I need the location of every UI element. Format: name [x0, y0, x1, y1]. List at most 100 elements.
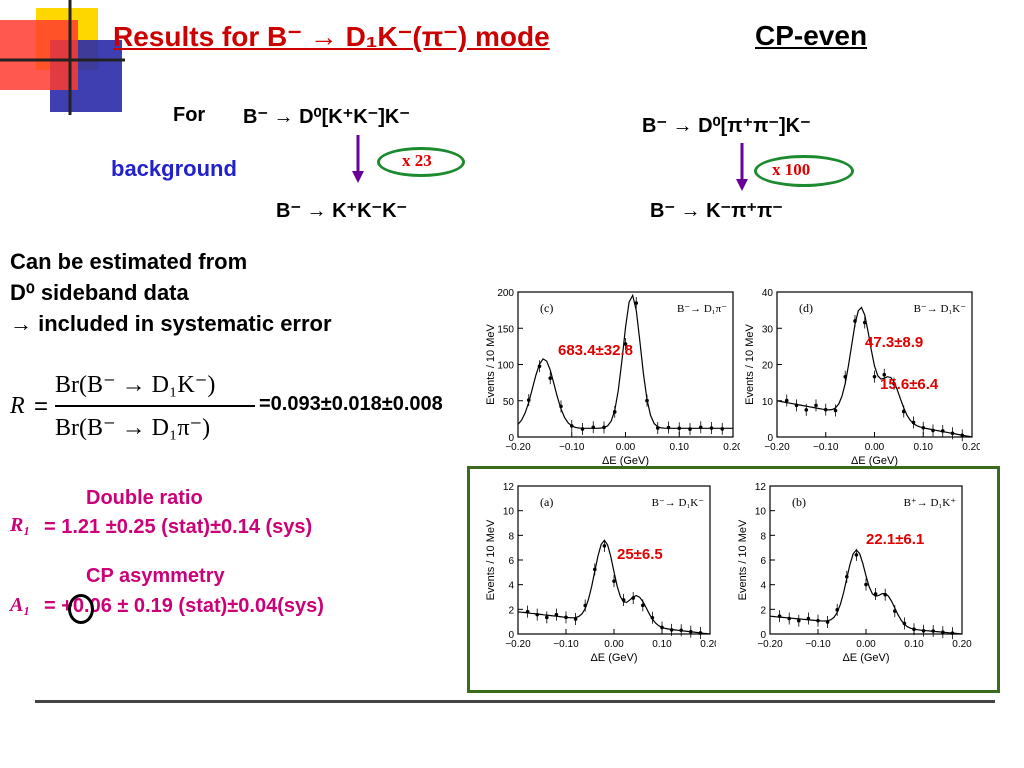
x-axis-label: ΔE (GeV): [602, 455, 649, 467]
y-tick-label: 100: [497, 361, 514, 372]
y-tick-label: 0: [508, 630, 514, 641]
slide-title: Results for B⁻ → D₁K⁻(π⁻) mode: [113, 21, 550, 52]
background-label: background: [111, 156, 237, 181]
y-tick-label: 10: [762, 397, 774, 408]
footer-rule: [35, 700, 995, 703]
x-tick-label: 0.10: [652, 639, 672, 650]
plot-a: 0 2 4 6 8 10 12 −0.20 −0.10 0.00 0.10 0.20 ΔE (GeV) E…: [478, 476, 720, 672]
y-tick-label: 8: [508, 531, 514, 542]
y-tick-label: 10: [755, 507, 767, 518]
plot-tag: (c): [540, 301, 553, 315]
y-tick-label: 40: [762, 288, 774, 299]
plot-d: 0 10 20 30 40 −0.20 −0.10 0.00 0.10 0.20 ΔE (GeV) E…: [742, 280, 982, 470]
cp-asym-value: = +0.06 ± 0.19 (stat)±0.04(sys): [44, 595, 324, 617]
y-tick-label: 0: [760, 630, 766, 641]
x-tick-label: 0.00: [604, 639, 624, 650]
x-tick-label: 0.20: [723, 442, 740, 453]
x-tick-label: 0.10: [914, 442, 934, 453]
cp-asym-heading: CP asymmetry: [86, 565, 225, 587]
fit-curve: [517, 293, 733, 429]
x-tick-label: 0.00: [856, 639, 876, 650]
plot-c: 0 50 100 150 200 −0.20 −0.10 0.00 0.10 0.20 ΔE (Ge…: [478, 280, 743, 470]
x-tick-label: −0.20: [764, 442, 790, 453]
double-ratio-symbol: R₁: [10, 514, 31, 536]
y-tick-label: 50: [503, 397, 515, 408]
yield-label-a: 25±6.5: [617, 546, 663, 563]
y-tick-label: 4: [760, 581, 766, 592]
fit-curve: [776, 306, 973, 438]
y-tick-label: 0: [508, 433, 514, 444]
decay-right-bottom: B⁻ → K⁻π⁺π⁻: [650, 200, 783, 222]
y-tick-label: 2: [760, 605, 766, 616]
y-tick-label: 4: [508, 581, 514, 592]
y-tick-label: 8: [760, 531, 766, 542]
x-tick-label: −0.10: [559, 442, 585, 453]
x-axis-label: ΔE (GeV): [851, 455, 898, 467]
plot-decay: B⁻→ D₁K⁻: [652, 497, 705, 509]
x-tick-label: 0.20: [962, 442, 980, 453]
x-tick-label: −0.10: [813, 442, 839, 453]
y-tick-label: 150: [497, 324, 514, 335]
for-label: For: [173, 104, 206, 126]
arrow-down-icon: [736, 143, 748, 191]
y-tick-label: 6: [760, 556, 766, 567]
fit-curve: [769, 548, 963, 635]
sign-circle: [68, 594, 94, 624]
decay-left-bottom: B⁻ → K⁺K⁻K⁻: [276, 200, 408, 222]
corner-decoration: [0, 0, 125, 115]
plot-tag: (d): [799, 301, 813, 315]
y-axis-label: Events / 10 MeV: [737, 519, 749, 600]
fraction-bar: [55, 405, 255, 407]
y-axis-label: Events / 10 MeV: [485, 519, 497, 600]
y-axis-label: Events / 10 MeV: [744, 323, 756, 404]
plot-decay: B⁻→ D₁π⁻: [677, 303, 727, 315]
ratio-value: =0.093±0.018±0.008: [259, 393, 443, 415]
factor-right: x 100: [772, 160, 811, 179]
estimate-line2: D⁰ sideband data: [10, 280, 189, 305]
double-ratio-value: = 1.21 ±0.25 (stat)±0.14 (sys): [44, 516, 313, 538]
y-tick-label: 10: [503, 507, 515, 518]
x-tick-label: −0.10: [805, 639, 831, 650]
x-axis-label: ΔE (GeV): [590, 652, 637, 664]
cp-even-label: CP-even: [755, 20, 868, 51]
x-axis-label: ΔE (GeV): [842, 652, 889, 664]
ratio-numerator: Br(B⁻ → D₁K⁻): [55, 372, 216, 398]
x-tick-label: 0.10: [670, 442, 690, 453]
plot-box: [467, 466, 1000, 693]
plot-decay: B⁻→ D₁K⁻: [914, 303, 967, 315]
factor-oval-right: [754, 155, 854, 187]
x-tick-label: 0.20: [952, 639, 972, 650]
x-tick-label: −0.20: [505, 639, 531, 650]
plot-b: 0 2 4 6 8 10 12 −0.20 −0.10 0.00 0.10 0.20 ΔE (GeV) E…: [730, 476, 992, 672]
y-tick-label: 2: [508, 605, 514, 616]
factor-left: x 23: [402, 151, 432, 170]
x-tick-label: −0.20: [757, 639, 783, 650]
y-tick-label: 12: [503, 482, 515, 493]
yield-label-d2: 15.6±6.4: [880, 376, 939, 393]
x-tick-label: 0.00: [865, 442, 885, 453]
yield-label-b: 22.1±6.1: [866, 531, 925, 548]
plot-tag: (b): [792, 495, 806, 509]
decay-left-top: B⁻ → D⁰[K⁺K⁻]K⁻: [243, 106, 410, 128]
decay-right-top: B⁻ → D⁰[π⁺π⁻]K⁻: [642, 115, 811, 137]
x-tick-label: −0.10: [553, 639, 579, 650]
arrow-down-icon: [352, 135, 364, 183]
plot-decay: B⁺→ D₁K⁺: [904, 497, 957, 509]
estimate-line3: → included in systematic error: [10, 311, 332, 336]
y-tick-label: 12: [755, 482, 767, 493]
y-tick-label: 20: [762, 361, 774, 372]
ratio-symbol: R: [10, 393, 25, 419]
x-tick-label: 0.00: [616, 442, 636, 453]
y-axis-label: Events / 10 MeV: [485, 323, 497, 404]
ratio-equals: =: [34, 393, 49, 420]
double-ratio-heading: Double ratio: [86, 487, 203, 509]
estimate-line1: Can be estimated from: [10, 249, 248, 274]
factor-oval-left: [377, 147, 465, 177]
cp-asym-symbol: A₁: [10, 594, 31, 616]
y-tick-label: 6: [508, 556, 514, 567]
fit-curve: [517, 539, 711, 635]
x-tick-label: 0.10: [904, 639, 924, 650]
x-tick-label: 0.20: [700, 639, 716, 650]
x-tick-label: −0.20: [505, 442, 531, 453]
plot-tag: (a): [540, 495, 553, 509]
